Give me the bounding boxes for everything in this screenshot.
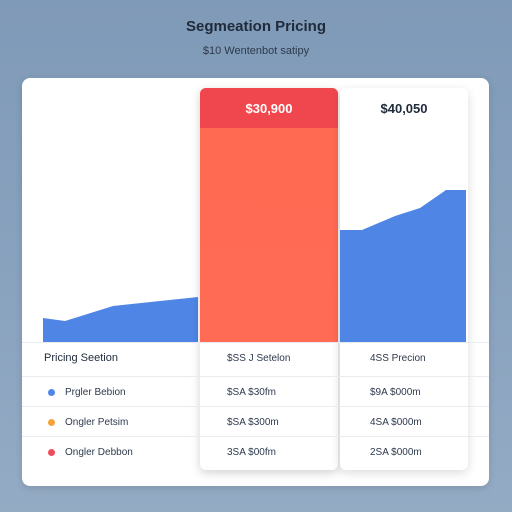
middle-price: $30,900 — [200, 88, 338, 128]
table-header-mid: $SS J Setelon — [227, 352, 291, 364]
table-header-row: Pricing Seetion $SS J Setelon 4SS Precio… — [22, 342, 489, 372]
left-area-svg — [43, 297, 198, 342]
row-mid-value: 3SA $00fm — [227, 446, 276, 458]
blue-dot-icon — [48, 388, 55, 396]
right-price: $40,050 — [380, 100, 428, 116]
row-label-cell: Ongler Petsim — [44, 407, 204, 437]
orange-dot-icon — [48, 418, 55, 426]
right-area-chart — [340, 178, 466, 342]
table-row[interactable]: Ongler Debbon 3SA $00fm 2SA $000m — [22, 436, 489, 466]
row-label-cell: Ongler Debbon — [44, 437, 204, 467]
page-title: Segmeation Pricing — [185, 18, 327, 35]
row-mid-value: $SA $300m — [227, 416, 279, 428]
row-label: Ongler Petsim — [65, 416, 129, 428]
table-row[interactable]: Ongler Petsim $SA $300m 4SA $000m — [22, 406, 489, 436]
row-mid-value: $SA $30fm — [227, 386, 276, 398]
left-area-chart — [43, 90, 198, 342]
plan-column-middle[interactable]: $30,900 — [200, 88, 338, 470]
row-right-value: 4SA $000m — [370, 416, 422, 428]
left-area-shape — [43, 297, 198, 342]
red-dot-icon — [48, 448, 55, 456]
right-area-svg — [340, 190, 466, 342]
page-header: Segmeation Pricing $10 Wentenbot satipy — [0, 18, 512, 57]
table-row[interactable]: Prgler Bebion $SA $30fm $9A $000m — [22, 376, 489, 406]
table-header-right: 4SS Precion — [370, 352, 426, 364]
row-label-cell: Prgler Bebion — [44, 377, 204, 407]
row-label: Ongler Debbon — [65, 446, 133, 458]
table-header-label: Pricing Seetion — [44, 352, 118, 364]
row-label: Prgler Bebion — [65, 386, 126, 398]
row-right-value: 2SA $000m — [370, 446, 422, 458]
row-right-value: $9A $000m — [370, 386, 421, 398]
page-subtitle: $10 Wentenbot satipy — [202, 45, 310, 57]
right-area-shape — [340, 190, 466, 342]
middle-bar: $30,900 — [200, 88, 338, 342]
